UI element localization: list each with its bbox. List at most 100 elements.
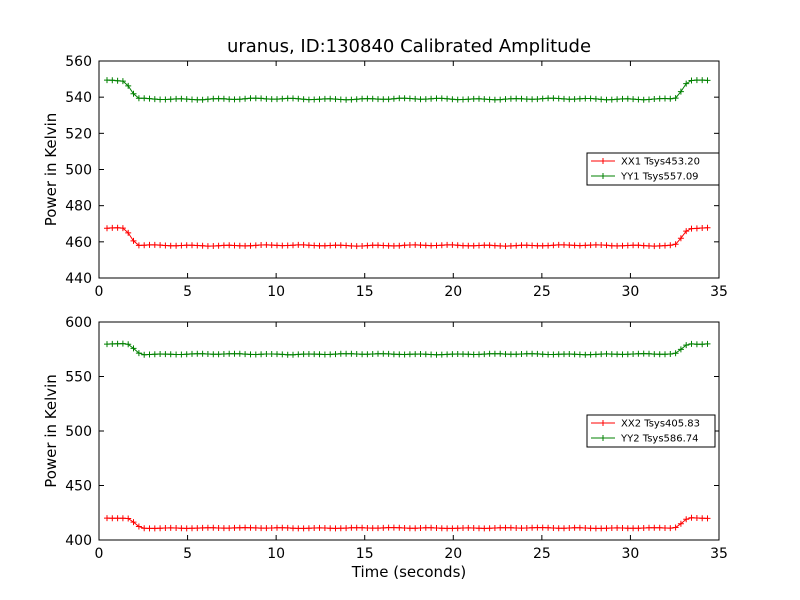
data-point (279, 351, 286, 358)
data-point (359, 524, 366, 531)
data-point (699, 515, 706, 522)
data-point (454, 351, 461, 357)
data-point (316, 242, 323, 249)
data-point (135, 95, 142, 102)
data-point (417, 351, 424, 357)
data-point (369, 351, 376, 357)
data-point (242, 351, 249, 358)
data-point (396, 95, 403, 102)
data-point (481, 96, 488, 103)
data-point (422, 96, 429, 103)
data-point (305, 96, 312, 103)
data-point (491, 96, 498, 103)
data-point (295, 525, 302, 532)
data-point (343, 350, 350, 357)
data-point (290, 242, 296, 249)
data-point (619, 242, 626, 249)
data-point (523, 242, 530, 249)
data-point (667, 242, 674, 249)
data-point (486, 242, 493, 249)
data-point (242, 95, 249, 102)
data-point (561, 95, 567, 102)
x-tick-label: 25 (533, 546, 551, 562)
data-point (364, 351, 371, 358)
data-point (284, 351, 291, 358)
y-tick-label: 480 (65, 199, 92, 215)
data-point (247, 524, 254, 531)
data-point (215, 525, 222, 531)
data-point (210, 351, 217, 358)
data-point (545, 242, 552, 249)
data-point (460, 96, 466, 103)
data-point (693, 341, 700, 348)
chart-title: uranus, ID:130840 Calibrated Amplitude (227, 36, 591, 57)
legend-entry: YY2 Tsys586.74 (620, 434, 699, 445)
data-point (539, 95, 546, 102)
data-point (274, 351, 280, 358)
x-tick-label: 10 (267, 546, 285, 562)
series-xx2 (104, 514, 711, 532)
data-point (173, 242, 180, 249)
data-point (231, 350, 238, 357)
data-point (683, 516, 690, 523)
data-point (412, 351, 419, 358)
data-point (369, 95, 376, 102)
y-tick-label: 520 (65, 126, 92, 142)
data-point (497, 350, 504, 357)
data-point (204, 351, 211, 357)
data-point (513, 351, 520, 358)
data-point (640, 350, 647, 357)
data-point (226, 96, 233, 103)
data-point (258, 242, 265, 248)
data-point (412, 95, 419, 102)
data-point (390, 95, 397, 102)
data-point (247, 95, 254, 102)
data-point (236, 524, 243, 531)
data-point (178, 351, 185, 358)
data-point (194, 242, 201, 249)
data-point (667, 95, 674, 102)
data-point (114, 224, 121, 231)
data-point (693, 77, 700, 84)
data-point (194, 525, 201, 532)
data-point (571, 96, 578, 103)
data-point (210, 243, 217, 249)
y-tick-label: 460 (65, 235, 92, 251)
data-point (688, 340, 695, 347)
data-point (369, 525, 376, 532)
y-tick-label: 540 (65, 90, 92, 106)
legend-entry: XX1 Tsys453.20 (621, 157, 700, 168)
data-point (375, 350, 381, 357)
data-point (401, 242, 408, 249)
data-point (422, 351, 429, 358)
data-point (109, 515, 116, 522)
data-point (401, 95, 408, 102)
data-point (242, 524, 249, 531)
data-point (688, 225, 695, 232)
data-point (603, 350, 610, 357)
data-point (385, 350, 392, 357)
data-point (518, 351, 525, 357)
data-point (141, 242, 148, 249)
data-point (667, 351, 674, 357)
data-point (699, 341, 706, 348)
data-point (502, 243, 509, 250)
y-tick-label: 450 (65, 479, 92, 495)
data-point (438, 242, 445, 249)
data-point (598, 351, 605, 358)
data-point (125, 341, 132, 348)
data-point (571, 242, 578, 249)
data-point (587, 242, 594, 249)
data-point (576, 95, 583, 102)
data-point (417, 525, 424, 531)
data-point (417, 96, 424, 103)
y-tick-label: 400 (65, 533, 92, 549)
data-point (146, 351, 153, 358)
data-point (550, 95, 557, 102)
data-point (252, 95, 259, 102)
data-point (173, 95, 180, 102)
data-point (614, 351, 621, 358)
data-point (327, 242, 334, 249)
data-point (141, 351, 148, 358)
data-point (449, 525, 456, 532)
